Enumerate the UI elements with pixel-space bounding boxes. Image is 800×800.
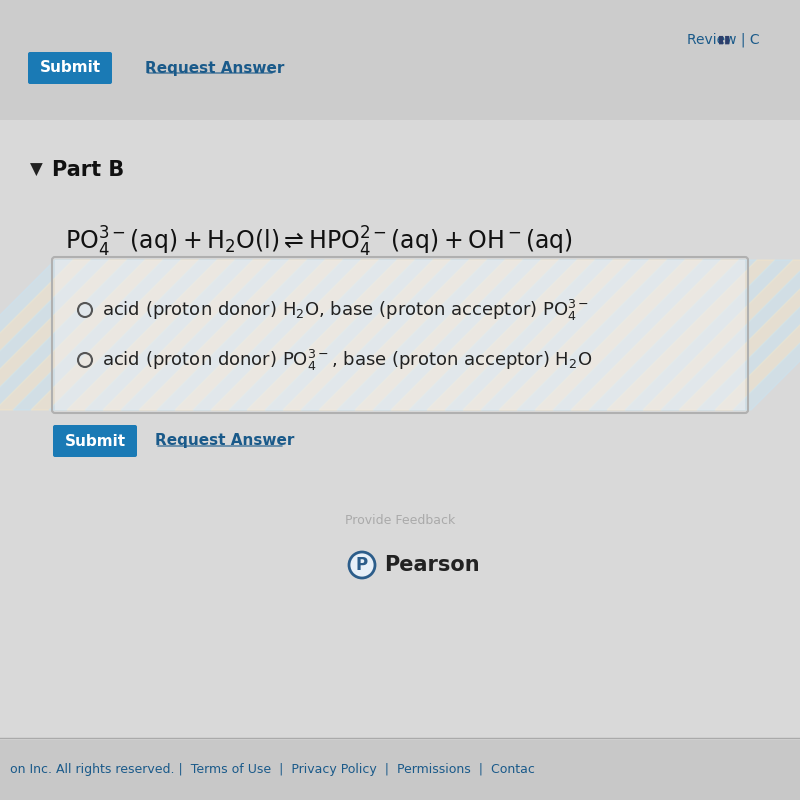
Text: Part B: Part B [52,160,124,180]
Polygon shape [571,260,739,410]
Polygon shape [463,260,631,410]
Polygon shape [733,260,800,410]
Polygon shape [85,260,253,410]
Polygon shape [337,260,505,410]
Polygon shape [301,260,469,410]
Polygon shape [0,260,91,410]
Polygon shape [193,260,361,410]
Polygon shape [283,260,451,410]
Polygon shape [319,260,487,410]
FancyBboxPatch shape [55,260,745,410]
Text: ▼: ▼ [30,161,42,179]
Polygon shape [103,260,271,410]
Polygon shape [229,260,397,410]
Polygon shape [679,260,800,410]
Text: acid (proton donor) $\mathrm{H_2O}$, base (proton acceptor) $\mathrm{PO_4^{3-}}$: acid (proton donor) $\mathrm{H_2O}$, bas… [102,298,589,322]
Polygon shape [391,260,559,410]
Polygon shape [643,260,800,410]
Polygon shape [49,260,217,410]
Polygon shape [31,260,199,410]
Polygon shape [715,260,800,410]
Polygon shape [427,260,595,410]
Text: Submit: Submit [39,61,101,75]
Polygon shape [589,260,757,410]
Polygon shape [0,260,109,410]
Polygon shape [481,260,649,410]
Polygon shape [13,260,181,410]
Polygon shape [661,260,800,410]
Text: acid (proton donor) $\mathrm{PO_4^{3-}}$, base (proton acceptor) $\mathrm{H_2O}$: acid (proton donor) $\mathrm{PO_4^{3-}}$… [102,347,592,373]
Text: Request Answer: Request Answer [145,61,284,75]
Circle shape [349,552,375,578]
Polygon shape [607,260,775,410]
Polygon shape [373,260,541,410]
Text: $\mathrm{PO_4^{3-}(aq) + H_2O(l) \rightleftharpoons HPO_4^{2-}(aq) + OH^-(aq)}$: $\mathrm{PO_4^{3-}(aq) + H_2O(l) \rightl… [65,225,573,259]
Polygon shape [499,260,667,410]
Text: Review | C: Review | C [687,33,760,47]
FancyBboxPatch shape [0,740,800,800]
Polygon shape [625,260,793,410]
Polygon shape [67,260,235,410]
Text: Pearson: Pearson [384,555,480,575]
Polygon shape [211,260,379,410]
Text: Request Answer: Request Answer [155,434,294,449]
Polygon shape [175,260,343,410]
FancyBboxPatch shape [28,52,112,84]
Polygon shape [247,260,415,410]
Polygon shape [0,260,163,410]
Polygon shape [535,260,703,410]
Polygon shape [0,260,127,410]
Text: ▮▮: ▮▮ [718,35,730,45]
Polygon shape [265,260,433,410]
Polygon shape [445,260,613,410]
Text: on Inc. All rights reserved. |  Terms of Use  |  Privacy Policy  |  Permissions : on Inc. All rights reserved. | Terms of … [10,763,535,777]
Text: Submit: Submit [65,434,126,449]
Polygon shape [517,260,685,410]
Polygon shape [0,260,145,410]
FancyBboxPatch shape [53,425,137,457]
Polygon shape [139,260,307,410]
Polygon shape [157,260,325,410]
Polygon shape [0,260,73,410]
Text: P: P [356,556,368,574]
Polygon shape [553,260,721,410]
FancyBboxPatch shape [0,0,800,120]
Polygon shape [697,260,800,410]
Polygon shape [121,260,289,410]
Polygon shape [409,260,577,410]
Text: Provide Feedback: Provide Feedback [345,514,455,526]
Polygon shape [355,260,523,410]
